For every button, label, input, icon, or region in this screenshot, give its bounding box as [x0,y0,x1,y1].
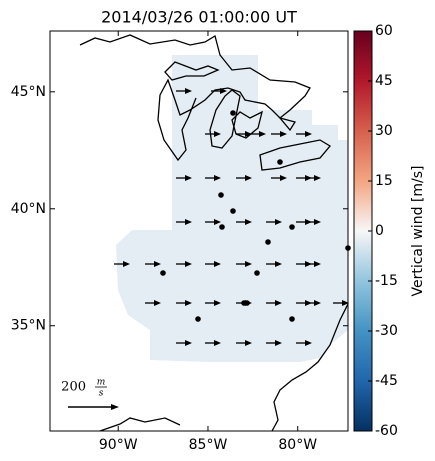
key-unit-den: s [99,389,104,399]
wind-arrow-head [214,175,221,181]
wind-arrow-head [342,300,349,306]
y-tick-label: 45°N [11,84,46,100]
station-dot [230,208,236,214]
wind-arrow-head [220,88,227,94]
station-dot [277,159,283,165]
wind-arrow-head [275,300,282,306]
colorbar-tick-label: -30 [375,323,398,339]
station-dot [254,270,260,276]
map [79,34,348,431]
station-dot [230,110,236,116]
wind-arrow-head [280,131,287,137]
wind-arrow-head [314,175,321,181]
x-tick-label: 85°W [189,437,228,453]
wind-arrow-head [185,219,192,225]
colorbar-tick-label: -60 [375,423,398,439]
y-tick-label: 35°N [11,318,46,334]
wind-arrow-head [245,340,252,346]
wind-arrow-head [305,340,312,346]
colorbar-tick-label: -45 [375,373,398,389]
colorbar-tick-label: 45 [375,73,393,89]
wind-arrow-head [275,340,282,346]
wind-arrow-head [185,88,192,94]
x-tick-label: 80°W [278,437,317,453]
wind-arrow-head [185,261,192,267]
station-dot [218,192,224,198]
colorbar-tick-label: 60 [375,23,393,39]
x-tick-label: 90°W [99,437,138,453]
wind-arrow-head [314,219,321,225]
wind-arrow-head [259,131,266,137]
station-dot [265,239,271,245]
wind-arrow-head [185,340,192,346]
wind-arrow-head [214,340,221,346]
wind-arrow-head [314,300,321,306]
wind-arrow-head [214,131,221,137]
colorbar-label: Vertical wind [m/s] [410,166,426,297]
station-dot [345,245,351,251]
wind-arrow-head [245,219,252,225]
colorbar-tick-label: 0 [375,223,384,239]
y-tick-label: 40°N [11,201,46,217]
wind-arrow-head [245,175,252,181]
chart-title: 2014/03/26 01:00:00 UT [101,8,297,27]
key-value: 200 [61,380,86,395]
wind-arrow-head [185,300,192,306]
key-arrow-head [111,404,119,410]
station-dot [289,224,295,230]
coastlines [79,34,348,431]
wind-arrow-head [275,261,282,267]
wind-arrow-head [245,261,252,267]
station-dot [219,224,225,230]
wind-arrow-head [214,261,221,267]
wind-arrow-head [154,300,161,306]
wind-arrow-head [275,219,282,225]
colorbar-tick-label: -15 [375,273,398,289]
wind-arrow-head [185,175,192,181]
wind-arrow-head [245,131,252,137]
wind-arrow-head [314,261,321,267]
station-dot [244,300,250,306]
key-unit-num: m [97,378,106,388]
colorbar-tick-label: 30 [375,123,393,139]
station-dot [195,316,201,322]
wind-arrow-head [214,300,221,306]
wind-arrow-head [305,131,312,137]
station-dot [160,270,166,276]
wind-arrow-head [280,175,287,181]
colorbar-tick-label: 15 [375,173,393,189]
quiver-key: 200 m s [61,378,119,410]
wind-arrow-head [214,219,221,225]
station-dot [289,316,295,322]
wind-arrow-head [154,261,161,267]
map-frame [49,30,349,432]
wind-arrow-head [123,261,130,267]
